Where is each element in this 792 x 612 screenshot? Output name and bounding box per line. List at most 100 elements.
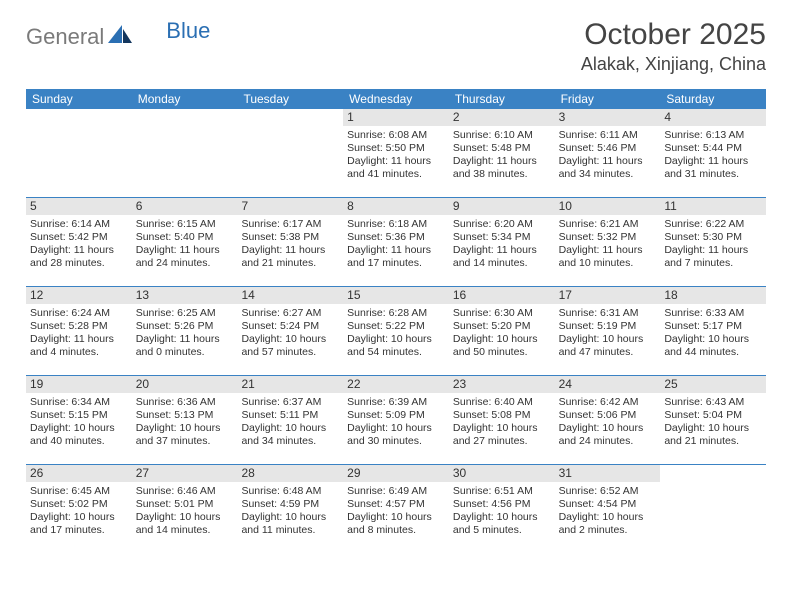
day-number: 11 — [660, 198, 766, 215]
sunset-text: Sunset: 5:19 PM — [559, 320, 657, 333]
sunrise-text: Sunrise: 6:37 AM — [241, 396, 339, 409]
daylight-text: Daylight: 10 hours and 21 minutes. — [664, 422, 762, 448]
day-info: Sunrise: 6:14 AMSunset: 5:42 PMDaylight:… — [30, 218, 128, 271]
sunrise-text: Sunrise: 6:28 AM — [347, 307, 445, 320]
day-number: 26 — [26, 465, 132, 482]
day-number: 16 — [449, 287, 555, 304]
day-info: Sunrise: 6:51 AMSunset: 4:56 PMDaylight:… — [453, 485, 551, 538]
day-cell: 24Sunrise: 6:42 AMSunset: 5:06 PMDayligh… — [555, 376, 661, 464]
sunrise-text: Sunrise: 6:40 AM — [453, 396, 551, 409]
day-info: Sunrise: 6:49 AMSunset: 4:57 PMDaylight:… — [347, 485, 445, 538]
day-info: Sunrise: 6:11 AMSunset: 5:46 PMDaylight:… — [559, 129, 657, 182]
title-block: October 2025 Alakak, Xinjiang, China — [581, 18, 766, 75]
day-info: Sunrise: 6:30 AMSunset: 5:20 PMDaylight:… — [453, 307, 551, 360]
sunset-text: Sunset: 5:01 PM — [136, 498, 234, 511]
day-cell: 21Sunrise: 6:37 AMSunset: 5:11 PMDayligh… — [237, 376, 343, 464]
sunrise-text: Sunrise: 6:30 AM — [453, 307, 551, 320]
sunrise-text: Sunrise: 6:36 AM — [136, 396, 234, 409]
day-cell: . — [132, 109, 238, 197]
sunset-text: Sunset: 5:40 PM — [136, 231, 234, 244]
day-info: Sunrise: 6:48 AMSunset: 4:59 PMDaylight:… — [241, 485, 339, 538]
day-number: 8 — [343, 198, 449, 215]
day-cell: 29 Sunrise: 6:49 AMSunset: 4:57 PMDayligh… — [343, 465, 449, 553]
sunset-text: Sunset: 4:54 PM — [559, 498, 657, 511]
sunset-text: Sunset: 5:44 PM — [664, 142, 762, 155]
sunset-text: Sunset: 5:46 PM — [559, 142, 657, 155]
day-number: 27 — [132, 465, 238, 482]
logo: General Blue — [26, 18, 210, 50]
day-info: Sunrise: 6:25 AMSunset: 5:26 PMDaylight:… — [136, 307, 234, 360]
day-header: Wednesday — [343, 89, 449, 109]
sunset-text: Sunset: 5:22 PM — [347, 320, 445, 333]
daylight-text: Daylight: 11 hours and 34 minutes. — [559, 155, 657, 181]
sunrise-text: Sunrise: 6:22 AM — [664, 218, 762, 231]
daylight-text: Daylight: 10 hours and 11 minutes. — [241, 511, 339, 537]
sunset-text: Sunset: 5:04 PM — [664, 409, 762, 422]
sunset-text: Sunset: 5:38 PM — [241, 231, 339, 244]
day-cell: 14Sunrise: 6:27 AMSunset: 5:24 PMDayligh… — [237, 287, 343, 375]
daylight-text: Daylight: 10 hours and 57 minutes. — [241, 333, 339, 359]
sunrise-text: Sunrise: 6:14 AM — [30, 218, 128, 231]
day-cell: . — [26, 109, 132, 197]
daylight-text: Daylight: 10 hours and 40 minutes. — [30, 422, 128, 448]
day-cell: 6Sunrise: 6:15 AMSunset: 5:40 PMDaylight… — [132, 198, 238, 286]
day-cell: 10Sunrise: 6:21 AMSunset: 5:32 PMDayligh… — [555, 198, 661, 286]
day-number: 23 — [449, 376, 555, 393]
daylight-text: Daylight: 11 hours and 17 minutes. — [347, 244, 445, 270]
day-cell: 28 Sunrise: 6:48 AMSunset: 4:59 PMDayligh… — [237, 465, 343, 553]
daylight-text: Daylight: 10 hours and 34 minutes. — [241, 422, 339, 448]
week-row: 19Sunrise: 6:34 AMSunset: 5:15 PMDayligh… — [26, 376, 766, 465]
daylight-text: Daylight: 10 hours and 30 minutes. — [347, 422, 445, 448]
sunrise-text: Sunrise: 6:31 AM — [559, 307, 657, 320]
sunset-text: Sunset: 5:17 PM — [664, 320, 762, 333]
day-cell: 15Sunrise: 6:28 AMSunset: 5:22 PMDayligh… — [343, 287, 449, 375]
weeks-container: ...1Sunrise: 6:08 AMSunset: 5:50 PMDayli… — [26, 109, 766, 553]
week-row: 5Sunrise: 6:14 AMSunset: 5:42 PMDaylight… — [26, 198, 766, 287]
day-info: Sunrise: 6:31 AMSunset: 5:19 PMDaylight:… — [559, 307, 657, 360]
sunrise-text: Sunrise: 6:25 AM — [136, 307, 234, 320]
day-cell: 2Sunrise: 6:10 AMSunset: 5:48 PMDaylight… — [449, 109, 555, 197]
sunrise-text: Sunrise: 6:15 AM — [136, 218, 234, 231]
sunset-text: Sunset: 5:28 PM — [30, 320, 128, 333]
sunset-text: Sunset: 5:09 PM — [347, 409, 445, 422]
day-header: Sunday — [26, 89, 132, 109]
daylight-text: Daylight: 10 hours and 27 minutes. — [453, 422, 551, 448]
sunset-text: Sunset: 5:06 PM — [559, 409, 657, 422]
sunset-text: Sunset: 5:24 PM — [241, 320, 339, 333]
day-cell: 11Sunrise: 6:22 AMSunset: 5:30 PMDayligh… — [660, 198, 766, 286]
day-number: 22 — [343, 376, 449, 393]
day-cell: 13 Sunrise: 6:25 AMSunset: 5:26 PMDayligh… — [132, 287, 238, 375]
sunset-text: Sunset: 5:32 PM — [559, 231, 657, 244]
day-header: Saturday — [660, 89, 766, 109]
day-number: 28 — [237, 465, 343, 482]
day-number: 9 — [449, 198, 555, 215]
sunset-text: Sunset: 4:59 PM — [241, 498, 339, 511]
day-cell: 17Sunrise: 6:31 AMSunset: 5:19 PMDayligh… — [555, 287, 661, 375]
daylight-text: Daylight: 11 hours and 41 minutes. — [347, 155, 445, 181]
day-info: Sunrise: 6:40 AMSunset: 5:08 PMDaylight:… — [453, 396, 551, 449]
sunrise-text: Sunrise: 6:49 AM — [347, 485, 445, 498]
day-cell: . — [237, 109, 343, 197]
week-row: 26 Sunrise: 6:45 AMSunset: 5:02 PMDayligh… — [26, 465, 766, 553]
day-number: 29 — [343, 465, 449, 482]
day-info: Sunrise: 6:39 AMSunset: 5:09 PMDaylight:… — [347, 396, 445, 449]
daylight-text: Daylight: 10 hours and 50 minutes. — [453, 333, 551, 359]
day-info: Sunrise: 6:37 AMSunset: 5:11 PMDaylight:… — [241, 396, 339, 449]
day-cell: . — [660, 465, 766, 553]
day-info: Sunrise: 6:46 AMSunset: 5:01 PMDaylight:… — [136, 485, 234, 538]
sunrise-text: Sunrise: 6:46 AM — [136, 485, 234, 498]
sunrise-text: Sunrise: 6:11 AM — [559, 129, 657, 142]
sunset-text: Sunset: 5:08 PM — [453, 409, 551, 422]
day-number: 13 — [132, 287, 238, 304]
day-info: Sunrise: 6:20 AMSunset: 5:34 PMDaylight:… — [453, 218, 551, 271]
day-info: Sunrise: 6:45 AMSunset: 5:02 PMDaylight:… — [30, 485, 128, 538]
day-cell: 30 Sunrise: 6:51 AMSunset: 4:56 PMDayligh… — [449, 465, 555, 553]
day-number: 31 — [555, 465, 661, 482]
day-number: 30 — [449, 465, 555, 482]
sunrise-text: Sunrise: 6:52 AM — [559, 485, 657, 498]
daylight-text: Daylight: 10 hours and 2 minutes. — [559, 511, 657, 537]
day-header: Friday — [555, 89, 661, 109]
day-cell: 12Sunrise: 6:24 AMSunset: 5:28 PMDayligh… — [26, 287, 132, 375]
day-info: Sunrise: 6:10 AMSunset: 5:48 PMDaylight:… — [453, 129, 551, 182]
daylight-text: Daylight: 11 hours and 28 minutes. — [30, 244, 128, 270]
